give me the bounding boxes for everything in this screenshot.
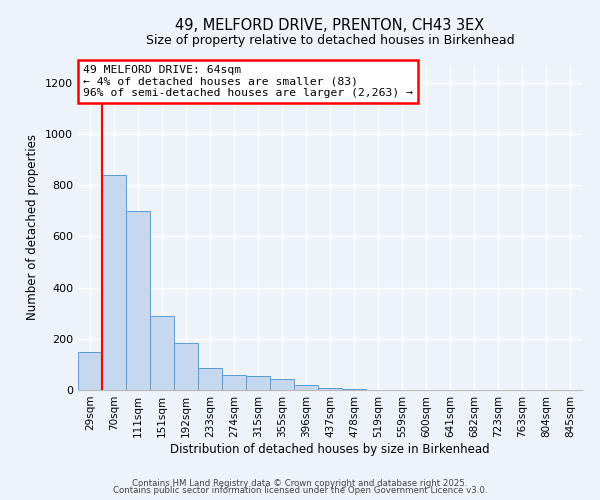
Bar [270,380,294,390]
Bar [78,352,102,390]
Text: Contains HM Land Registry data © Crown copyright and database right 2025.: Contains HM Land Registry data © Crown c… [132,478,468,488]
Bar [174,342,198,390]
Bar [318,388,342,390]
X-axis label: Distribution of detached houses by size in Birkenhead: Distribution of detached houses by size … [170,442,490,456]
Bar [126,211,150,390]
Text: 49, MELFORD DRIVE, PRENTON, CH43 3EX: 49, MELFORD DRIVE, PRENTON, CH43 3EX [175,18,485,32]
Text: Size of property relative to detached houses in Birkenhead: Size of property relative to detached ho… [146,34,514,47]
Y-axis label: Number of detached properties: Number of detached properties [26,134,40,320]
Bar [222,375,246,390]
Text: 49 MELFORD DRIVE: 64sqm
← 4% of detached houses are smaller (83)
96% of semi-det: 49 MELFORD DRIVE: 64sqm ← 4% of detached… [83,65,413,98]
Bar [294,385,318,390]
Text: Contains public sector information licensed under the Open Government Licence v3: Contains public sector information licen… [113,486,487,495]
Bar [150,316,174,390]
Bar [198,368,222,390]
Bar [246,376,270,390]
Bar [102,175,126,390]
